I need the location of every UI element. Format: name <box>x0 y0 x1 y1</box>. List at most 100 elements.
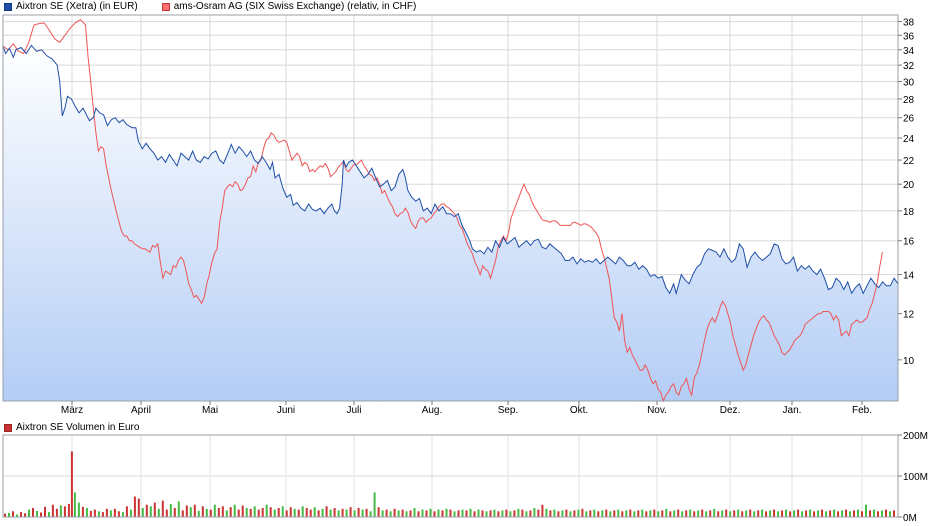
price-x-tick-label: Okt. <box>570 405 588 416</box>
volume-bar <box>173 508 176 517</box>
volume-bar <box>533 508 536 517</box>
volume-bar <box>417 511 420 517</box>
volume-bar <box>165 509 168 517</box>
volume-bar <box>541 504 544 517</box>
volume-bar <box>889 511 891 517</box>
volume-bar <box>861 511 863 517</box>
volume-bar <box>805 510 808 517</box>
volume-bar <box>825 511 828 517</box>
volume-bar <box>421 509 424 517</box>
legend-item-volume[interactable]: Aixtron SE Volumen in Euro <box>4 422 139 433</box>
volume-bar <box>705 511 708 517</box>
volume-bar <box>181 510 184 517</box>
volume-bar <box>625 510 628 517</box>
volume-bar <box>405 511 408 517</box>
volume-bar <box>741 511 744 517</box>
volume-bar <box>833 509 836 517</box>
volume-bar <box>881 510 883 517</box>
volume-bar <box>649 510 652 517</box>
volume-bar <box>125 506 128 517</box>
volume-bar <box>305 508 308 517</box>
volume-bar <box>329 509 332 517</box>
volume-bar <box>677 509 680 517</box>
legend-label-volume: Aixtron SE Volumen in Euro <box>16 422 140 433</box>
volume-bar <box>77 502 80 517</box>
volume-bar <box>457 510 460 517</box>
price-x-tick-label: Dez. <box>720 405 741 416</box>
volume-bar <box>269 507 272 517</box>
volume-bar <box>821 509 824 517</box>
price-y-tick-label: 22 <box>903 156 915 167</box>
volume-bar <box>653 509 656 517</box>
legend-item-aixtron[interactable]: Aixtron SE (Xetra) (in EUR) <box>4 1 138 12</box>
volume-bar <box>801 511 804 517</box>
volume-bar <box>809 509 812 517</box>
volume-bar <box>201 506 204 517</box>
volume-bar <box>4 513 6 517</box>
volume-bar <box>361 509 364 517</box>
volume-bar <box>109 510 112 517</box>
price-y-axis: 10 12 14 16 18 20 22 24 26 28 30 32 34 36 38 <box>898 18 915 367</box>
volume-bar <box>521 509 524 517</box>
volume-bar <box>513 510 516 517</box>
volume-bar <box>501 510 504 517</box>
price-x-tick-label: Feb. <box>852 405 872 416</box>
volume-bar <box>145 504 148 517</box>
volume-bar <box>85 508 88 517</box>
volume-bar <box>277 508 280 517</box>
volume-bar <box>253 506 256 517</box>
price-y-tick-label: 18 <box>903 207 915 218</box>
volume-bar <box>681 511 684 517</box>
volume-bar <box>349 507 352 517</box>
price-x-tick-label: Jan. <box>783 405 802 416</box>
volume-bars <box>4 451 895 518</box>
volume-bar <box>549 510 552 517</box>
volume-bar <box>44 506 46 518</box>
volume-bar <box>197 510 200 517</box>
volume-bar <box>257 509 260 517</box>
volume-bar <box>481 510 484 517</box>
volume-bar <box>573 510 576 517</box>
volume-bar <box>593 509 596 517</box>
volume-bar <box>313 507 316 517</box>
volume-bar <box>317 510 320 517</box>
legend-item-ams-osram[interactable]: ams-Osram AG (SIX Swiss Exchange) (relat… <box>161 1 416 12</box>
volume-bar <box>89 510 92 517</box>
volume-bar <box>505 509 508 517</box>
volume-bar <box>341 508 344 517</box>
volume-bar <box>353 510 356 517</box>
volume-bar <box>497 511 500 517</box>
volume-bar <box>333 508 336 517</box>
volume-bar <box>797 509 800 517</box>
volume-bar <box>429 508 432 517</box>
volume-bar <box>133 496 136 517</box>
volume-bar <box>12 511 14 517</box>
volume-bar <box>673 510 676 517</box>
volume-bar <box>213 504 216 517</box>
volume-chart-legend: Aixtron SE Volumen in Euro <box>4 422 163 433</box>
volume-bar <box>193 504 196 517</box>
volume-bar <box>813 511 816 517</box>
volume-bar <box>169 503 172 517</box>
volume-bar <box>93 509 96 517</box>
volume-bar <box>373 492 376 517</box>
volume-bar <box>393 508 396 517</box>
price-y-tick-label: 24 <box>903 134 915 145</box>
volume-bar <box>737 509 740 517</box>
volume-y-tick-label: 100M <box>903 472 928 483</box>
volume-bar <box>129 509 132 517</box>
volume-bar <box>397 510 400 517</box>
price-y-tick-label: 28 <box>903 95 915 106</box>
volume-bar <box>817 510 820 517</box>
volume-bar <box>105 508 108 517</box>
volume-bar <box>665 508 668 517</box>
volume-bar <box>113 508 116 517</box>
volume-bar <box>221 506 224 517</box>
volume-bar <box>713 508 716 517</box>
volume-bar <box>661 510 664 517</box>
volume-bar <box>585 511 588 517</box>
volume-bar <box>841 510 844 517</box>
volume-bar <box>441 510 444 517</box>
volume-bar <box>701 509 704 517</box>
